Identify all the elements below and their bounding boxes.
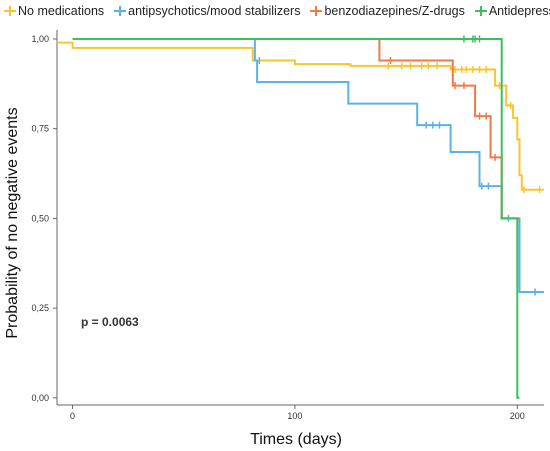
km-curve-benzodiazepines-z-drugs xyxy=(72,38,520,220)
legend-swatch-no-medications xyxy=(4,5,16,17)
series-layer xyxy=(57,35,544,399)
axes: 0,00 0,25 0,50 0,75 1,00 0 100 200 xyxy=(31,30,544,421)
p-value-annotation: p = 0.0063 xyxy=(81,315,139,329)
x-tick-label-2: 200 xyxy=(510,411,525,421)
series-antipsychotics-mood-stabilizers xyxy=(72,38,544,296)
km-curve-antidepressant xyxy=(72,38,520,399)
legend-item-antipsychotics: antipsychotics/mood stabilizers xyxy=(114,4,300,18)
legend-item-antidepressant: Antidepressant xyxy=(474,4,550,18)
y-tick-label-1: 0,25 xyxy=(31,303,49,313)
km-curve-antipsychotics-mood-stabilizers xyxy=(72,38,544,293)
legend-swatch-antipsychotics xyxy=(114,5,127,17)
legend-item-no-medications: No medications xyxy=(4,4,104,18)
y-tick-label-3: 0,75 xyxy=(31,124,49,134)
y-tick-label-2: 0,50 xyxy=(31,213,49,223)
series-benzodiazepines-z-drugs xyxy=(72,38,520,220)
x-tick-label-0: 0 xyxy=(70,411,75,421)
series-no-medications xyxy=(57,41,544,194)
series-antidepressant xyxy=(72,35,520,399)
km-curve-no-medications xyxy=(57,41,544,191)
legend-label-no-medications: No medications xyxy=(18,4,105,18)
y-tick-label-4: 1,00 xyxy=(31,34,49,44)
y-tick-label-0: 0,00 xyxy=(31,393,49,403)
legend-item-benzodiazepines: benzodiazepines/Z-drugs xyxy=(310,4,465,18)
legend-label-antipsychotics: antipsychotics/mood stabilizers xyxy=(128,4,301,18)
x-tick-label-1: 100 xyxy=(287,411,302,421)
legend-swatch-antidepressant xyxy=(474,5,487,17)
x-axis-title: Times (days) xyxy=(250,431,342,448)
legend-label-antidepressant: Antidepressant xyxy=(488,4,550,18)
legend: No medications antipsychotics/mood stabi… xyxy=(4,3,550,19)
legend-label-benzodiazepines: benzodiazepines/Z-drugs xyxy=(324,4,465,18)
legend-swatch-benzodiazepines xyxy=(310,5,323,17)
y-axis-title: Probability of no negative events xyxy=(4,107,21,338)
